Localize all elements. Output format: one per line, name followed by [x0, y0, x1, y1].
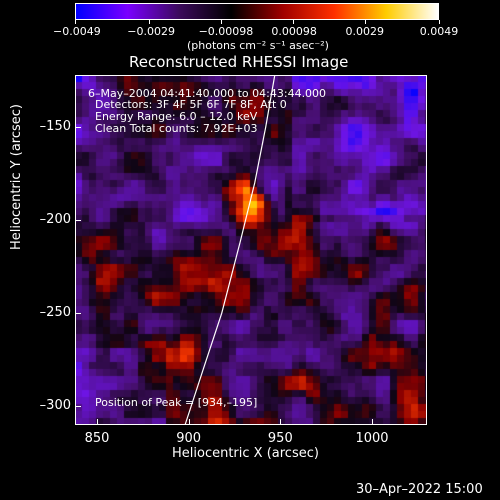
plot-overlay — [75, 75, 427, 425]
colorbar-tick-mark — [220, 20, 222, 24]
x-tick-mark — [372, 419, 373, 425]
colorbar-tick-label: −0.00098 — [198, 25, 254, 38]
colorbar-tick-label: 0.00098 — [271, 25, 317, 38]
x-tick-label: 900 — [176, 431, 202, 446]
info-line-4: Clean Total counts: 7.92E+03 — [95, 122, 258, 135]
y-tick-mark — [75, 220, 81, 222]
y-tick-label: –250 — [39, 305, 71, 321]
colorbar-tick-mark — [293, 20, 295, 24]
colorbar-tick-mark — [75, 20, 76, 24]
colorbar-tick-label: −0.0049 — [53, 25, 101, 38]
colorbar-tick-label: 0.0049 — [419, 25, 459, 38]
x-axis-title: Heliocentric X (arcsec) — [172, 446, 319, 461]
y-tick-mark — [75, 127, 81, 129]
x-tick-label: 950 — [267, 431, 293, 446]
y-tick-label: –300 — [39, 398, 71, 414]
y-tick-label: –200 — [39, 212, 71, 228]
plot-title: Reconstructed RHESSI Image — [129, 53, 349, 71]
colorbar-gradient — [75, 3, 439, 20]
heatmap-image — [75, 75, 427, 425]
info-line-2: Detectors: 3F 4F 5F 6F 7F 8F, Att 0 — [95, 98, 287, 111]
colorbar-tick-mark — [439, 20, 440, 24]
colorbar-units-label: (photons cm⁻² s⁻¹ asec⁻²) — [187, 39, 329, 52]
x-tick-mark — [188, 419, 190, 425]
solar-limb-line — [184, 75, 276, 425]
y-tick-mark — [75, 406, 81, 408]
plot-area: 6–May–2004 04:41:40.000 to 04:43:44.000 … — [75, 75, 427, 425]
x-tick-mark — [280, 419, 282, 425]
y-axis-title: Heliocentric Y (arcsec) — [9, 104, 24, 250]
y-tick-label: –150 — [39, 119, 71, 135]
colorbar-tick-label: 0.0029 — [345, 25, 384, 38]
info-line-1: 6–May–2004 04:41:40.000 to 04:43:44.000 — [88, 87, 327, 100]
plot-frame — [75, 75, 427, 425]
colorbar-tick-label: −0.0029 — [127, 25, 175, 38]
timestamp: 30–Apr–2022 15:00 — [356, 482, 483, 497]
colorbar — [75, 3, 439, 20]
info-line-3: Energy Range: 6.0 – 12.0 keV — [95, 110, 258, 123]
peak-position-label: Position of Peak = [934,–195] — [95, 396, 258, 409]
y-tick-mark — [75, 313, 81, 315]
x-tick-mark — [97, 419, 98, 425]
colorbar-tick-mark — [149, 20, 151, 24]
x-tick-label: 850 — [84, 431, 110, 446]
x-tick-label: 1000 — [355, 431, 389, 446]
colorbar-tick-mark — [364, 20, 366, 24]
